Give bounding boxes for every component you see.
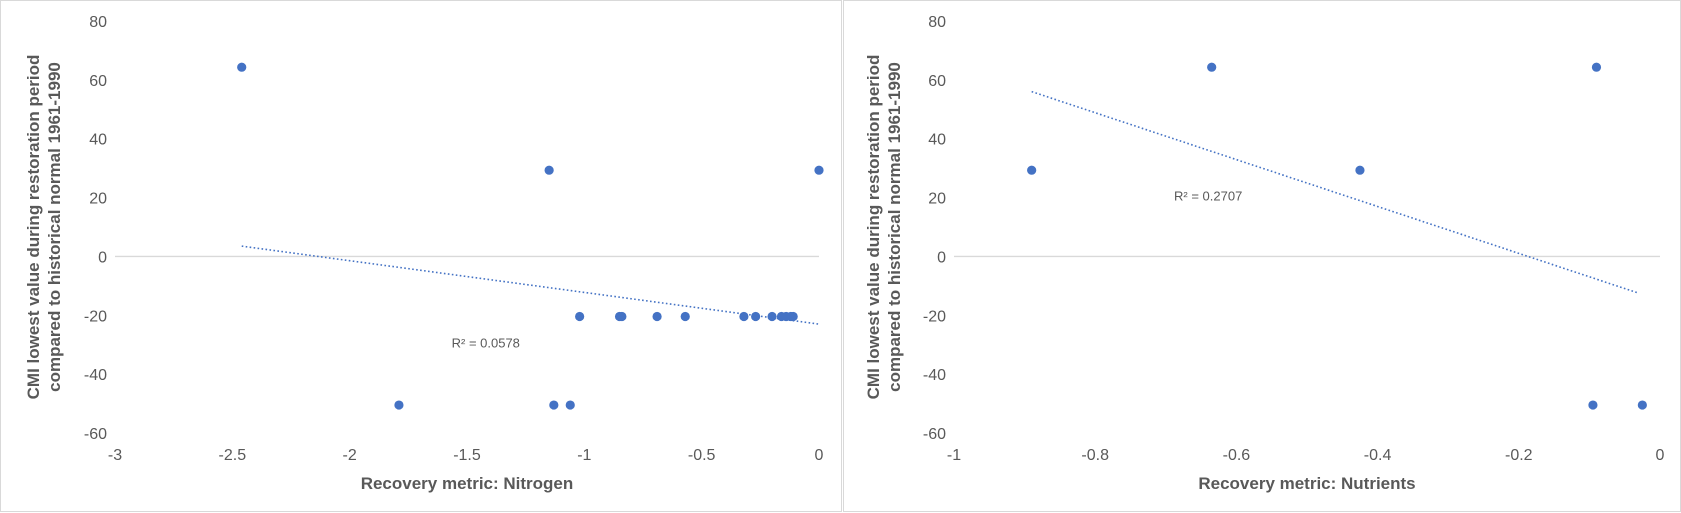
x-tick-label: -0.2	[1505, 447, 1533, 464]
y-tick-label: 80	[89, 14, 107, 31]
x-tick-label: -2.5	[219, 447, 247, 464]
y-tick-label: 60	[89, 73, 107, 90]
data-point	[652, 311, 662, 322]
data-point	[544, 165, 554, 175]
x-tick-label: 0	[1656, 447, 1665, 464]
data-point	[394, 400, 404, 410]
y-tick-label: 40	[89, 132, 107, 149]
r-squared-label: R² = 0.2707	[1174, 189, 1242, 204]
x-tick-label: -1.5	[453, 447, 481, 464]
data-point	[680, 311, 690, 322]
r-squared-label: R² = 0.0578	[452, 336, 520, 351]
data-point	[575, 311, 585, 322]
scatter-chart-nutrients: -60 -40 -20 0 20 40 60 80 -1 -0.8 -0.6 -0.4 -0.2 0 Rec…	[864, 14, 1665, 493]
data-point	[1588, 400, 1598, 410]
y-tick-label: 20	[89, 191, 107, 208]
y-axis-title-line: compared to historical normal 1961-1990	[45, 62, 64, 392]
x-tick-label: -0.6	[1223, 447, 1251, 464]
y-tick-label: -20	[923, 308, 946, 325]
data-point	[1637, 400, 1647, 410]
x-tick-label: -0.5	[688, 447, 716, 464]
data-point	[1355, 165, 1365, 175]
data-point	[617, 311, 627, 322]
data-point	[1207, 62, 1217, 72]
data-point	[814, 165, 824, 175]
data-point	[237, 62, 247, 72]
y-axis-title: CMI lowest value during restoration peri…	[864, 55, 904, 400]
data-point	[751, 311, 761, 322]
y-tick-label: 0	[98, 249, 107, 266]
data-point	[1027, 165, 1037, 175]
y-tick-label: -40	[923, 367, 946, 384]
y-tick-label: -60	[923, 426, 946, 443]
x-axis-title: Recovery metric: Nutrients	[1198, 474, 1415, 493]
chart-panel-nitrogen: -60 -40 -20 0 20 40 60 80 -3 -2.5 -2 -1.5 -1 -0.5 0 Rec…	[0, 0, 842, 512]
x-axis-title: Recovery metric: Nitrogen	[361, 474, 574, 493]
x-tick-label: 0	[815, 447, 824, 464]
x-tick-label: -0.8	[1081, 447, 1109, 464]
data-point	[1591, 62, 1602, 72]
y-tick-label: -40	[84, 367, 107, 384]
x-tick-label: -0.4	[1364, 447, 1392, 464]
y-tick-label: 0	[937, 249, 946, 266]
x-tick-label: -1	[947, 447, 961, 464]
data-point	[565, 400, 575, 410]
y-tick-label: 60	[928, 73, 946, 90]
data-point	[739, 311, 749, 322]
y-axis-title-line: compared to historical normal 1961-1990	[885, 62, 904, 392]
scatter-chart-nitrogen: -60 -40 -20 0 20 40 60 80 -3 -2.5 -2 -1.5 -1 -0.5 0 Rec…	[24, 14, 824, 493]
trendline	[241, 245, 820, 325]
y-tick-label: 40	[928, 132, 946, 149]
trendline	[1031, 90, 1640, 294]
x-tick-label: -2	[343, 447, 357, 464]
data-point	[788, 311, 798, 322]
y-axis-title-line: CMI lowest value during restoration peri…	[864, 55, 883, 400]
y-tick-label: 20	[928, 191, 946, 208]
y-axis-title-line: CMI lowest value during restoration peri…	[24, 55, 43, 400]
data-point	[549, 400, 559, 410]
y-axis-title: CMI lowest value during restoration peri…	[24, 55, 64, 400]
data-point	[767, 311, 777, 322]
x-tick-label: -3	[108, 447, 122, 464]
chart-panel-nutrients: -60 -40 -20 0 20 40 60 80 -1 -0.8 -0.6 -0.4 -0.2 0 Rec…	[843, 0, 1681, 512]
y-tick-label: -60	[84, 426, 107, 443]
y-tick-label: 80	[928, 14, 946, 31]
y-tick-label: -20	[84, 308, 107, 325]
x-tick-label: -1	[577, 447, 591, 464]
